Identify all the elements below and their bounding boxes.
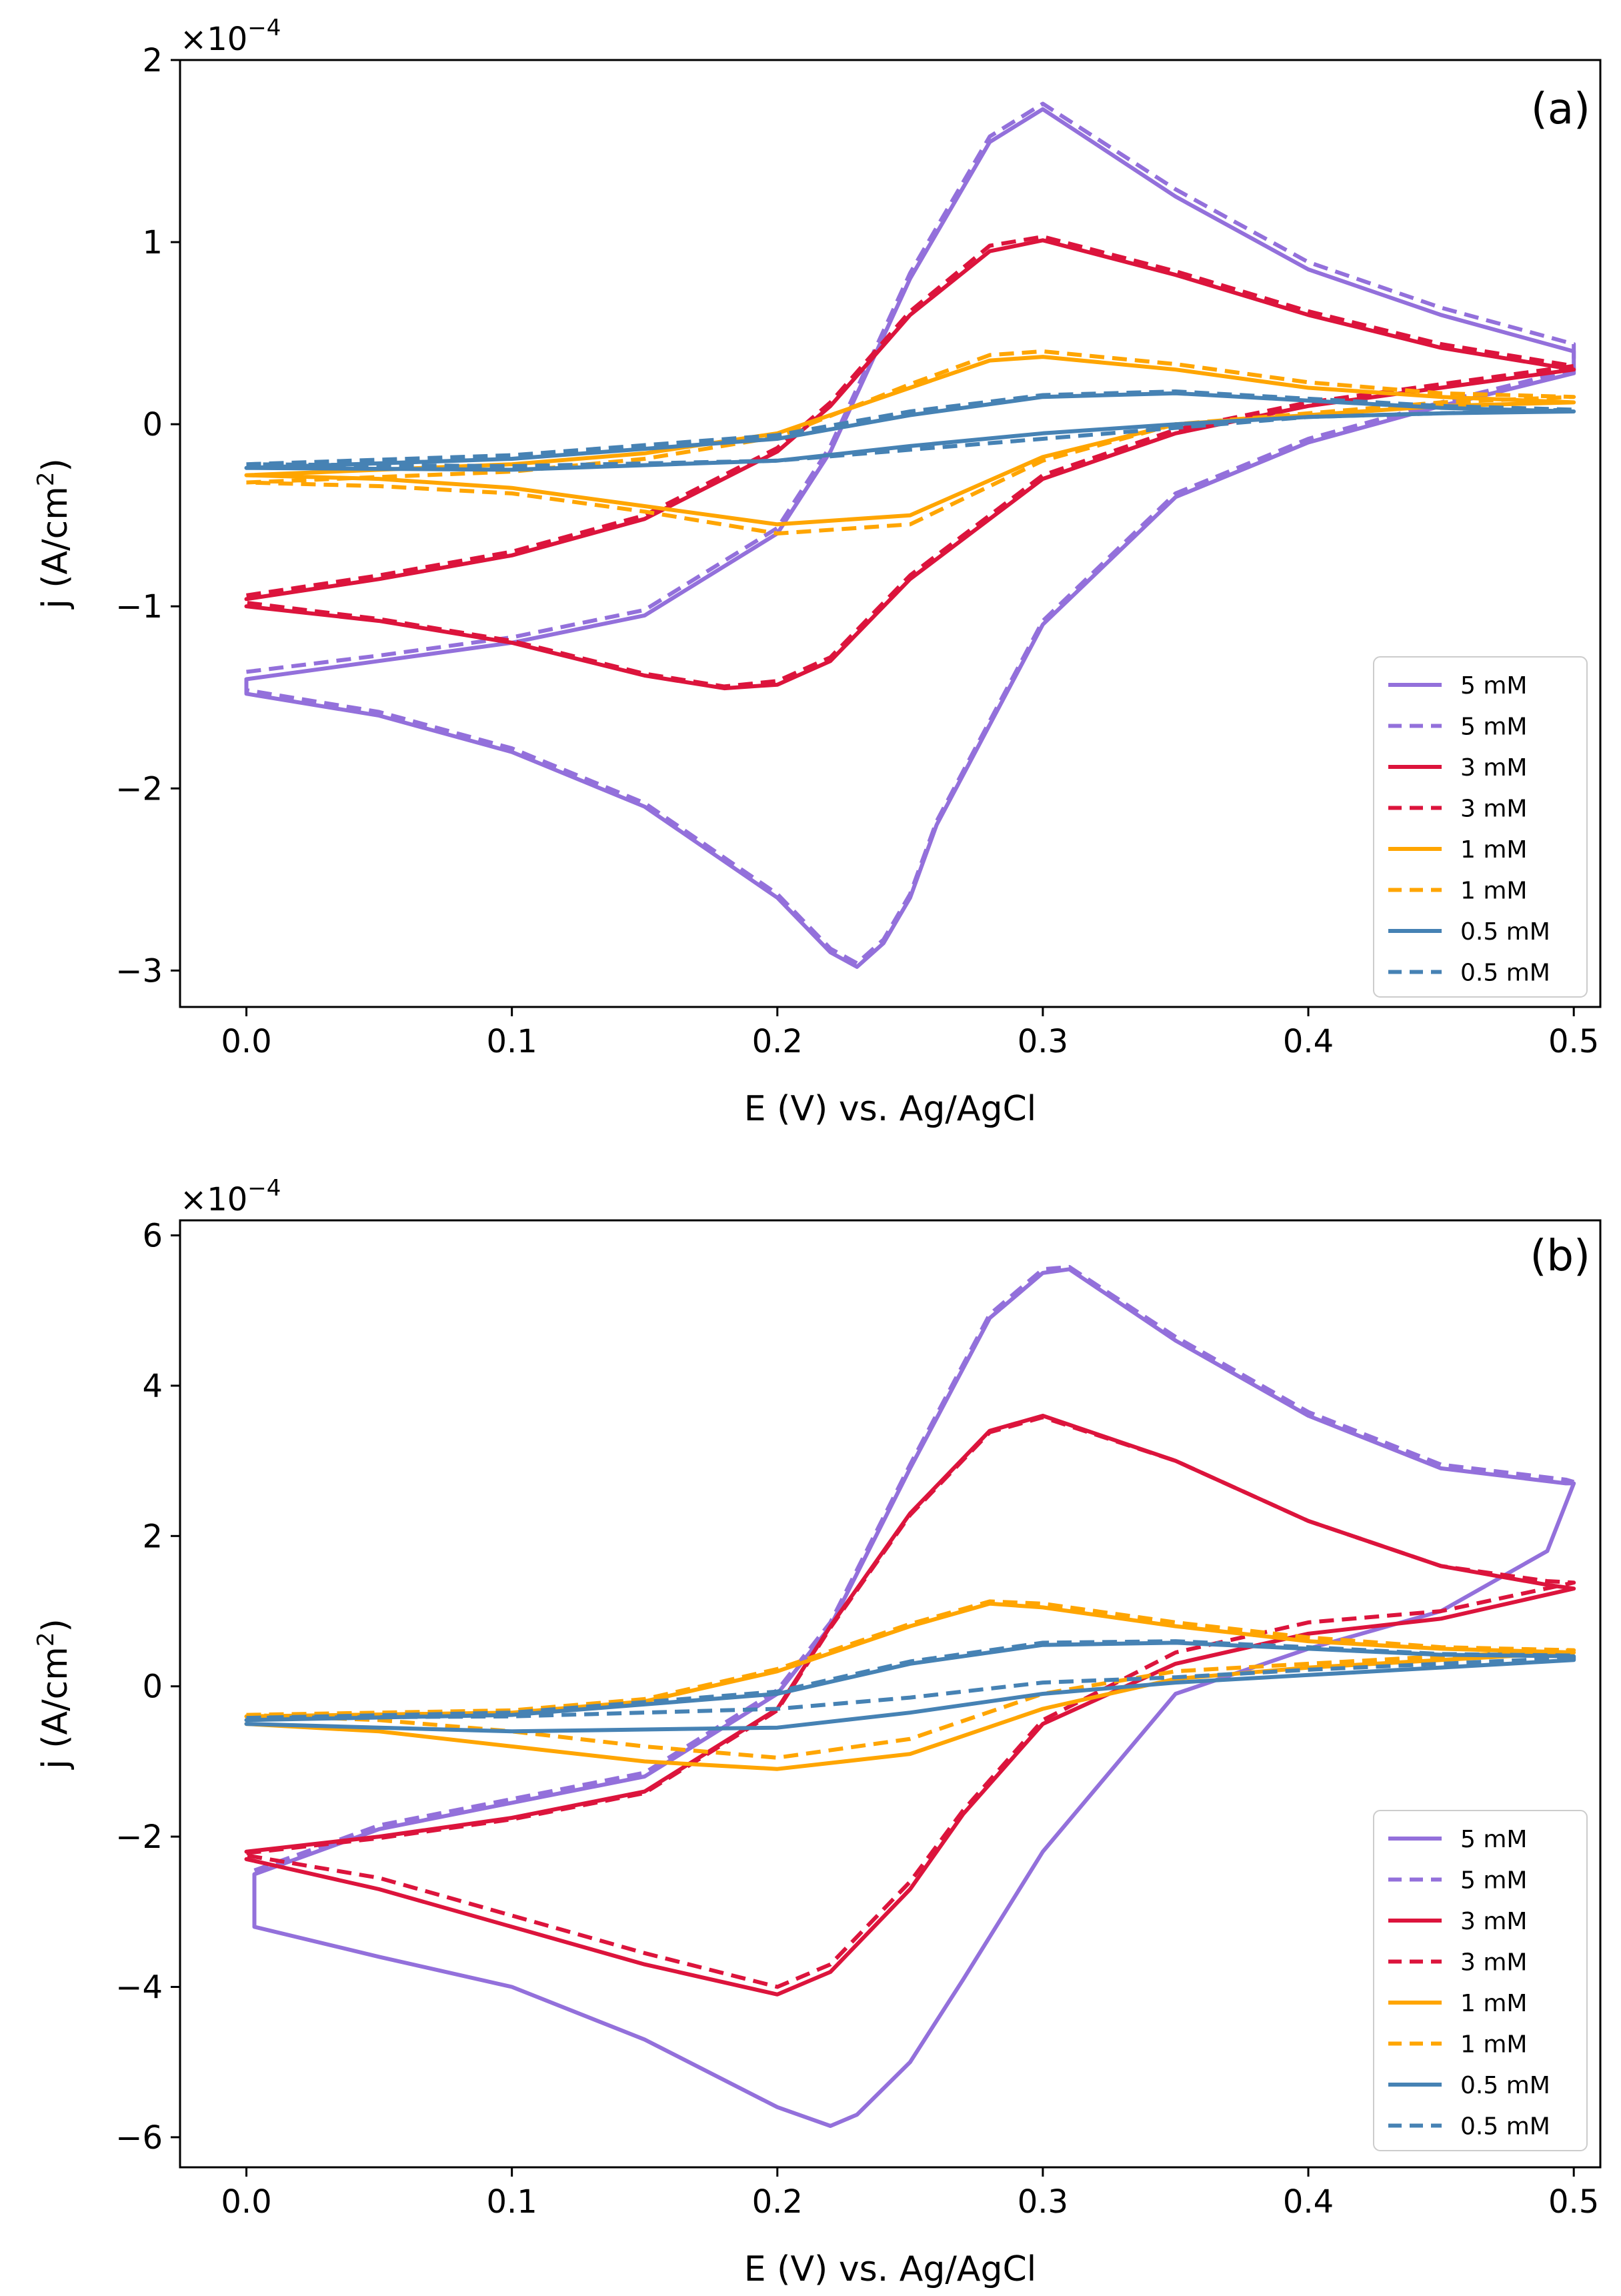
panel-b-xtick-label: 0.2 — [752, 2183, 803, 2221]
panel-a-xtick-label: 0.1 — [486, 1023, 537, 1060]
panel-a-xtick-label: 0.3 — [1018, 1023, 1068, 1060]
panel-b-axes-frame — [179, 1219, 1602, 2169]
panel-a-ylabel: j (A/cm2) — [33, 458, 75, 610]
panel-a-yticks: −3 −2 −1 0 1 2 — [115, 42, 180, 990]
panel-a-series-line — [246, 389, 1576, 468]
panel-b-legend-label: 3 mM — [1460, 1949, 1527, 1977]
panel-b-xtick-label: 0.4 — [1283, 2183, 1334, 2221]
panel-b-legend: 5 mM 5 mM 3 mM 3 mM 1 mM 1 mM 0.5 mM 0.5 mM — [1373, 1810, 1588, 2151]
panel-b-series-line — [244, 1640, 1576, 1734]
panel-a-ylabel-main: j (A/cm — [35, 486, 75, 610]
panel-b-multiplier-base: ×10 — [180, 1181, 247, 1218]
panel-b-ytick-label: −6 — [115, 2119, 163, 2157]
panel-b-ytick-label: −2 — [115, 1819, 163, 1856]
panel-b-label: (b) — [1530, 1232, 1590, 1281]
panel-b-legend-label: 0.5 mM — [1460, 2113, 1550, 2141]
panel-a-ylabel-end: ) — [35, 458, 75, 471]
panel-a-xtick-label: 0.5 — [1548, 1023, 1599, 1060]
panel-a-multiplier-base: ×10 — [180, 21, 247, 58]
panel-a-ytick-label: 0 — [142, 406, 163, 443]
panel-b-xlabel: E (V) vs. Ag/AgCl — [744, 2249, 1036, 2289]
panel-a-legend-label: 1 mM — [1460, 878, 1527, 905]
panel-b-ytick-label: 2 — [142, 1518, 163, 1555]
panel-b-ytick-label: −4 — [115, 1969, 163, 2007]
panel-a-ylabel-sup: 2 — [33, 472, 59, 487]
panel-b-xtick-label: 0.0 — [221, 2183, 271, 2221]
panel-a-axes-frame — [179, 59, 1602, 1008]
panel-b-ylabel-main: j (A/cm — [35, 1646, 75, 1770]
panel-b-multiplier-exp: −4 — [247, 1175, 281, 1202]
panel-a-legend-label: 5 mM — [1460, 714, 1527, 741]
panel-a-ytick-label: 2 — [142, 42, 163, 79]
panel-a-xlabel: E (V) vs. Ag/AgCl — [744, 1089, 1036, 1129]
panel-a-xtick-label: 0.0 — [221, 1023, 271, 1060]
panel-a-series-line — [244, 355, 1576, 527]
panel-b-ylabel: j (A/cm2) — [33, 1618, 75, 1770]
panel-a-legend: 5 mM 5 mM 3 mM 3 mM 1 mM 1 mM 0.5 mM 0.5 mM — [1373, 656, 1588, 998]
panel-b-ylabel-sup: 2 — [33, 1632, 59, 1647]
panel-b-series-line — [246, 1639, 1576, 1720]
panel-b-legend-label: 5 mM — [1460, 1867, 1527, 1895]
panel-a-legend-label: 0.5 mM — [1460, 960, 1550, 987]
panel-b-yticks: −6 −4 −2 0 2 4 6 — [115, 1218, 180, 2157]
panel-a-ytick-label: −2 — [115, 770, 163, 808]
panel-a-legend-label: 3 mM — [1460, 754, 1527, 782]
panel-b-ytick-label: 6 — [142, 1218, 163, 1255]
panel-b-legend-label: 0.5 mM — [1460, 2072, 1550, 2099]
panel-b-ytick-label: 0 — [142, 1668, 163, 1706]
panel-b-series-line — [253, 1264, 1575, 1873]
panel-b-legend-box — [1373, 1810, 1588, 2151]
panel-b-series-line — [244, 1601, 1576, 1771]
panel-b-series-line — [246, 1599, 1576, 1760]
panel-a-xtick-label: 0.2 — [752, 1023, 803, 1060]
panel-b-ytick-label: 4 — [142, 1368, 163, 1405]
panel-a-label: (a) — [1531, 85, 1590, 134]
panel-b-series-line — [245, 1415, 1576, 1989]
panel-a-ytick-label: 1 — [142, 224, 163, 261]
panel-b-xticks: 0.0 0.1 0.2 0.3 0.4 0.5 — [221, 2167, 1599, 2221]
panel-b-ylabel-end: ) — [35, 1618, 75, 1632]
panel-a-series-line — [246, 234, 1576, 689]
panel-b-legend-label: 1 mM — [1460, 2031, 1527, 2059]
panel-a-legend-label: 5 mM — [1460, 672, 1527, 700]
panel-a-xticks: 0.0 0.1 0.2 0.3 0.4 0.5 — [221, 1007, 1599, 1060]
panel-a: 0.0 0.1 0.2 0.3 0.4 0.5 −3 −2 −1 0 1 2 ×10−4 (a) E… — [33, 15, 1602, 1129]
panel-a-legend-label: 3 mM — [1460, 796, 1527, 823]
panel-a-legend-box — [1373, 656, 1588, 998]
panel-a-multiplier: ×10−4 — [180, 15, 281, 58]
panel-a-series-line — [246, 349, 1576, 535]
panel-a-legend-label: 0.5 mM — [1460, 918, 1550, 946]
panel-b-plot — [244, 1264, 1576, 2128]
panel-a-series-line — [244, 391, 1576, 472]
panel-a-plot — [244, 101, 1576, 969]
panel-b-xtick-label: 0.1 — [486, 2183, 537, 2221]
panel-a-ytick-label: −3 — [115, 952, 163, 990]
panel-b-legend-label: 1 mM — [1460, 1990, 1527, 2017]
panel-a-ytick-label: −1 — [115, 588, 163, 626]
panel-b-xtick-label: 0.5 — [1548, 2183, 1599, 2221]
panel-a-legend-label: 1 mM — [1460, 836, 1527, 864]
panel-b-legend-label: 3 mM — [1460, 1908, 1527, 1935]
panel-b-multiplier: ×10−4 — [180, 1175, 281, 1218]
panel-a-multiplier-exp: −4 — [247, 15, 281, 41]
panel-a-xtick-label: 0.4 — [1283, 1023, 1334, 1060]
panel-b-legend-label: 5 mM — [1460, 1826, 1527, 1853]
panel-b-xtick-label: 0.3 — [1018, 2183, 1068, 2221]
